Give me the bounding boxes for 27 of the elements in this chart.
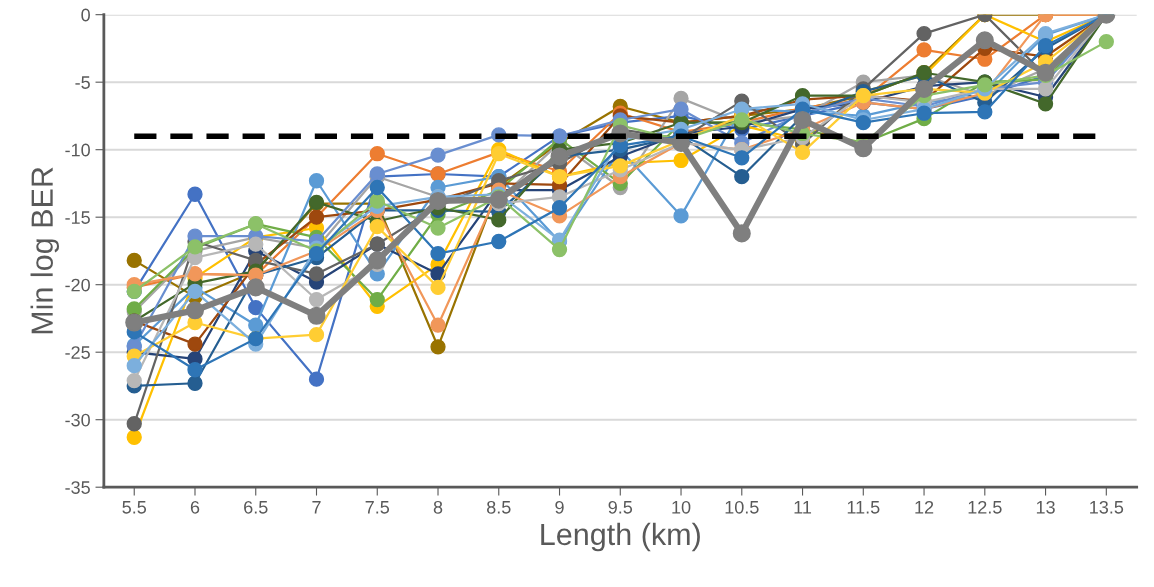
x-tick-label: 5.5 bbox=[122, 501, 147, 514]
x-tick-label: 10 bbox=[672, 500, 691, 514]
x-tick-label: 11.5 bbox=[847, 501, 880, 514]
y-tick-label: -35 bbox=[65, 481, 90, 494]
y-tick-label: -25 bbox=[65, 346, 90, 359]
x-tick-label: 9.5 bbox=[608, 500, 633, 514]
x-tick-label: 13.5 bbox=[1090, 500, 1124, 514]
x-tick-label: 9 bbox=[555, 500, 564, 514]
x-tick-label: 6 bbox=[190, 500, 200, 514]
y-tick-label: -15 bbox=[65, 211, 90, 224]
x-tick-label: 13 bbox=[1036, 500, 1055, 514]
x-axis-title: Length (km) bbox=[541, 522, 700, 552]
y-tick-label: -10 bbox=[65, 143, 90, 157]
y-tick-label: 0 bbox=[81, 8, 90, 22]
x-tick-label: 12.5 bbox=[968, 500, 1002, 514]
y-tick-label: -30 bbox=[65, 413, 90, 427]
x-tick-label: 6.5 bbox=[244, 500, 268, 514]
y-axis-title: Min log BER bbox=[30, 167, 60, 334]
x-tick-label: 8.5 bbox=[487, 500, 511, 514]
x-tick-label: 12 bbox=[915, 500, 934, 514]
x-tick-label: 7.5 bbox=[365, 501, 390, 514]
y-tick-label: -20 bbox=[65, 278, 90, 292]
x-tick-label: 10.5 bbox=[725, 500, 759, 514]
x-tick-label: 8 bbox=[433, 500, 443, 514]
x-tick-label: 7 bbox=[312, 501, 321, 514]
y-tick-label: -5 bbox=[75, 76, 90, 89]
x-tick-label: 11 bbox=[794, 501, 812, 514]
